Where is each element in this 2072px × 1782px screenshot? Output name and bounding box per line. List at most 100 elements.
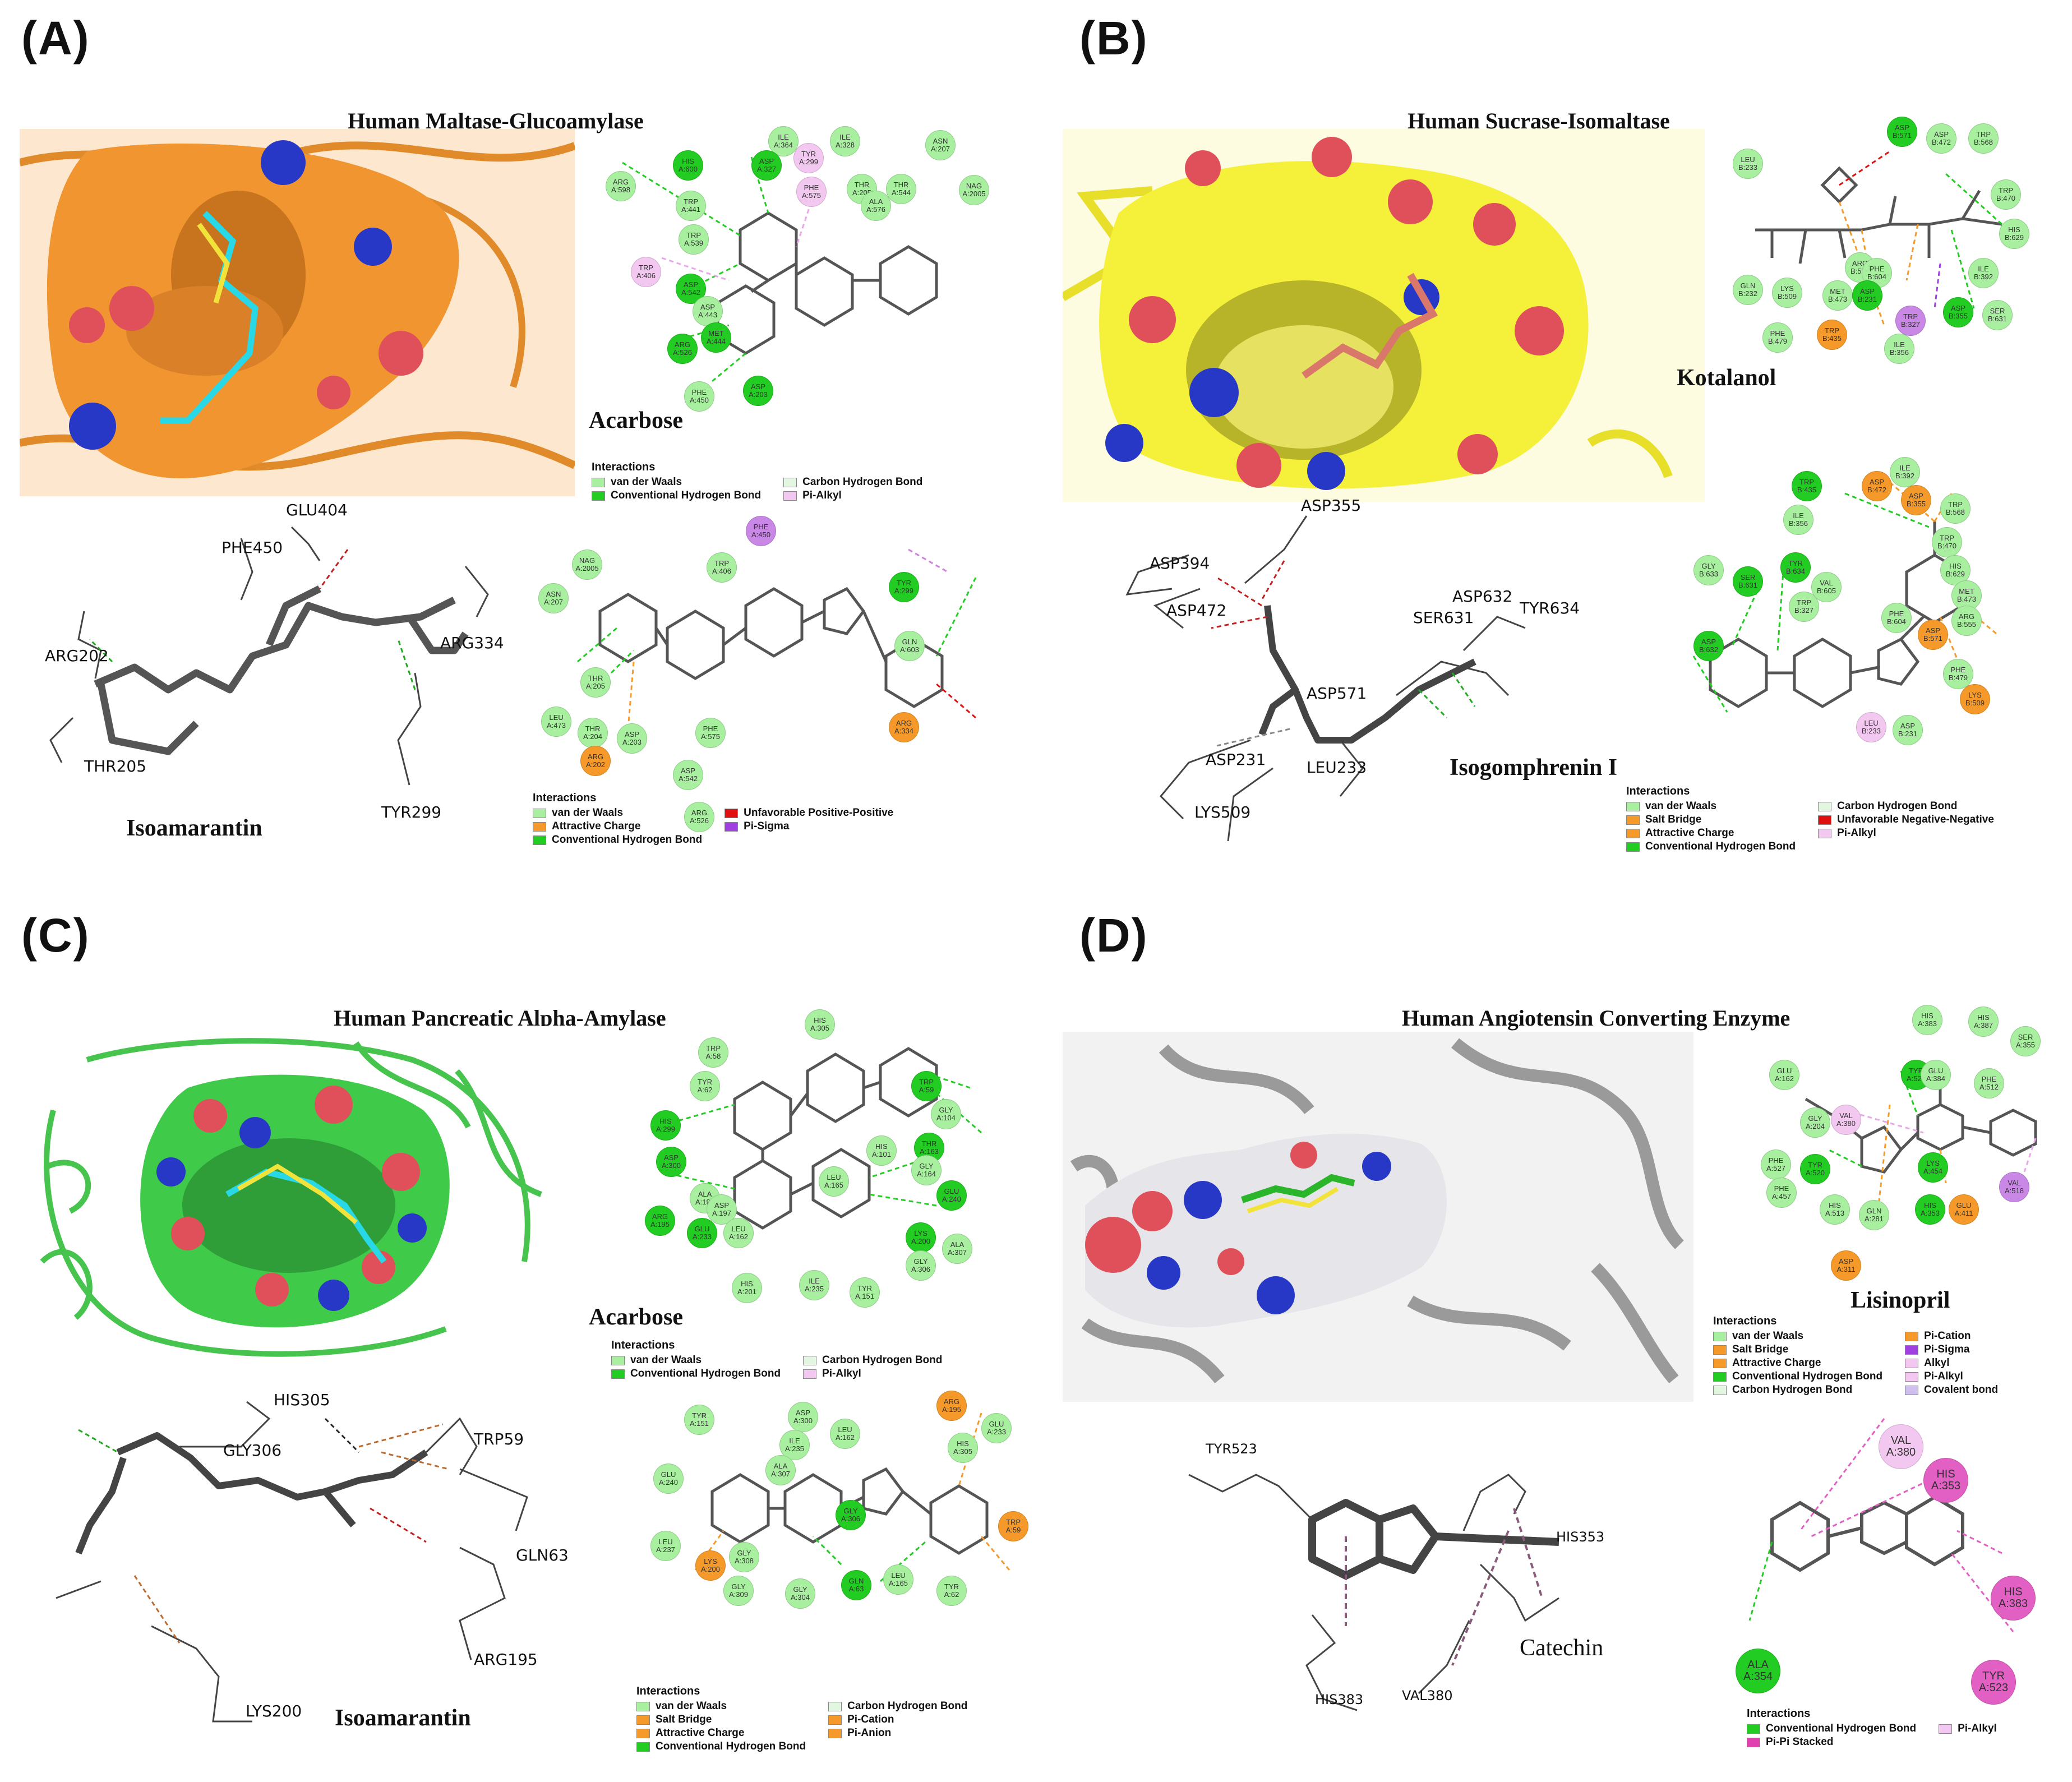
- legend-label: Conventional Hydrogen Bond: [552, 834, 703, 846]
- residue-name: VAL: [1820, 579, 1833, 587]
- residue-id: A:308: [735, 1557, 754, 1565]
- residue-id: B:604: [1867, 273, 1886, 281]
- residue-bubble: GLY A:164: [911, 1155, 942, 1185]
- residue-id: A:165: [824, 1181, 843, 1189]
- residue-id: A:355: [2016, 1041, 2035, 1049]
- legend-label: Attractive Charge: [552, 820, 641, 832]
- residue-name: PHE: [1889, 610, 1904, 618]
- residue-bubble: SER B:631: [1982, 300, 2013, 330]
- residue-name: TRP: [1825, 326, 1839, 335]
- residue-id: A:151: [855, 1292, 874, 1300]
- residue-bubble: PHE A:512: [1974, 1068, 2004, 1098]
- residue-name: TYR: [897, 579, 911, 587]
- legend-label: Carbon Hydrogen Bond: [1732, 1384, 1853, 1396]
- residue-name: ASP: [1859, 287, 1875, 296]
- residue-bubble: GLN A:603: [894, 631, 925, 661]
- residue-name: ILE: [789, 1437, 800, 1445]
- residue-bubble: TYR A:62: [936, 1576, 967, 1606]
- residue-name: GLU: [1776, 1067, 1792, 1075]
- residue-id: A:526: [673, 348, 692, 357]
- legend-swatch: [611, 1369, 625, 1379]
- residue-bubble: GLU A:411: [1949, 1194, 1979, 1225]
- legend-swatch: [828, 1729, 842, 1738]
- residue-id: A:454: [1923, 1167, 1942, 1175]
- residue-name: GLN: [1740, 281, 1756, 290]
- residue-bubble: LYS B:509: [1960, 684, 1990, 714]
- residue-id: A:305: [810, 1024, 829, 1032]
- residue-name: ALA: [773, 1462, 788, 1470]
- residue-id: A:204: [583, 732, 602, 741]
- residue-bubble: TYR A:299: [793, 143, 824, 173]
- panel-a-res3d-4: THR205: [84, 757, 147, 775]
- residue-name: THR: [921, 1139, 937, 1148]
- residue-bubble: ASP A:300: [656, 1147, 686, 1177]
- residue-id: A:299: [656, 1125, 675, 1133]
- residue-bubble: GLY A:306: [906, 1250, 936, 1281]
- residue-id: A:383: [1918, 1019, 1937, 1028]
- panel-b-res3d-3: ASP632: [1452, 587, 1513, 606]
- residue-name: ILE: [809, 1277, 820, 1285]
- residue-id: A:307: [948, 1248, 967, 1257]
- legend-swatch: [803, 1369, 817, 1379]
- panel-c-res3d-0: HIS305: [274, 1391, 330, 1409]
- residue-id: A:450: [751, 530, 770, 539]
- legend-label: Conventional Hydrogen Bond: [630, 1368, 781, 1379]
- legend-item: Covalent bond: [1905, 1384, 1998, 1396]
- panel-a-res3d-2: ARG202: [45, 647, 109, 665]
- legend-item: Pi-Sigma: [724, 820, 893, 832]
- panel-d-residues-bottom: VAL A:380 HIS A:353 ALA A:354 HIS A:383 TYR A:523: [1716, 1407, 2069, 1705]
- residue-name: HIS: [1949, 562, 1962, 570]
- residue-bubble: HIS A:299: [650, 1110, 681, 1141]
- panel-d-surface-view: [1063, 1032, 1693, 1402]
- panel-c-residues-bottom: TYR A:151 ASP A:300 ARG A:195 GLU A:233 ILE A:235…: [645, 1391, 1037, 1626]
- residue-name: TRP: [1006, 1518, 1021, 1526]
- legend-label: Salt Bridge: [1645, 814, 1702, 825]
- residue-id: A:353: [1931, 1480, 1961, 1492]
- residue-id: A:328: [836, 141, 855, 149]
- residue-bubble: GLU A:233: [981, 1413, 1012, 1443]
- residue-id: A:163: [920, 1147, 939, 1156]
- residue-id: B:571: [1923, 634, 1942, 643]
- residue-name: LEU: [891, 1571, 906, 1580]
- panel-b-res3d-9: LYS509: [1194, 803, 1251, 821]
- residue-id: A:235: [805, 1285, 824, 1293]
- legend-label: Conventional Hydrogen Bond: [611, 490, 762, 501]
- residue-bubble: ASP B:472: [1926, 123, 1956, 154]
- legend-heading: Interactions: [533, 792, 597, 804]
- residue-name: TYR: [1982, 1670, 2005, 1682]
- residue-bubble: MET A:444: [701, 322, 731, 353]
- residue-id: A:233: [693, 1232, 712, 1241]
- legend-item: Pi-Alkyl: [1818, 827, 1994, 839]
- residue-bubble: LYS A:200: [906, 1222, 936, 1253]
- residue-bubble: HIS A:305: [948, 1433, 978, 1463]
- legend-label: van der Waals: [1732, 1330, 1804, 1342]
- residue-name: ASP: [714, 1201, 729, 1209]
- panel-c-residues-top: HIS A:305 TRP A:58 TYR A:62 TRP A:59 GLY A:104 HIS…: [622, 1009, 1015, 1312]
- legend-label: Pi-Cation: [847, 1714, 894, 1725]
- residue-name: ASP: [683, 280, 698, 289]
- residue-name: ARG: [896, 719, 912, 727]
- residue-bubble: HIS A:353: [1923, 1458, 1968, 1503]
- residue-name: HIS: [1936, 1468, 1955, 1480]
- residue-bubble: TRP B:470: [1932, 527, 1962, 557]
- residue-name: GLN: [848, 1577, 864, 1585]
- residue-bubble: LEU B:233: [1733, 149, 1763, 179]
- residue-bubble: ASP A:542: [673, 760, 703, 790]
- residue-id: A:281: [1865, 1215, 1884, 1223]
- residue-id: A:457: [1772, 1192, 1791, 1201]
- residue-bubble: LEU A:237: [650, 1531, 681, 1561]
- legend-item: Carbon Hydrogen Bond: [1713, 1384, 1882, 1396]
- legend-item: Pi-Cation: [1905, 1330, 1998, 1342]
- residue-bubble: ILE A:235: [799, 1270, 829, 1300]
- residue-id: B:231: [1898, 730, 1917, 738]
- legend-item: Conventional Hydrogen Bond: [592, 490, 761, 501]
- residue-name: PHE: [1950, 666, 1966, 674]
- legend-item: Carbon Hydrogen Bond: [803, 1354, 942, 1366]
- residue-name: ILE: [1899, 464, 1911, 472]
- residue-bubble: GLU A:384: [1921, 1060, 1951, 1090]
- residue-id: B:571: [1893, 131, 1912, 140]
- legend-item: Conventional Hydrogen Bond: [1713, 1370, 1882, 1382]
- residue-id: B:392: [1974, 273, 1993, 281]
- residue-name: ARG: [691, 809, 708, 817]
- legend-swatch: [724, 809, 739, 818]
